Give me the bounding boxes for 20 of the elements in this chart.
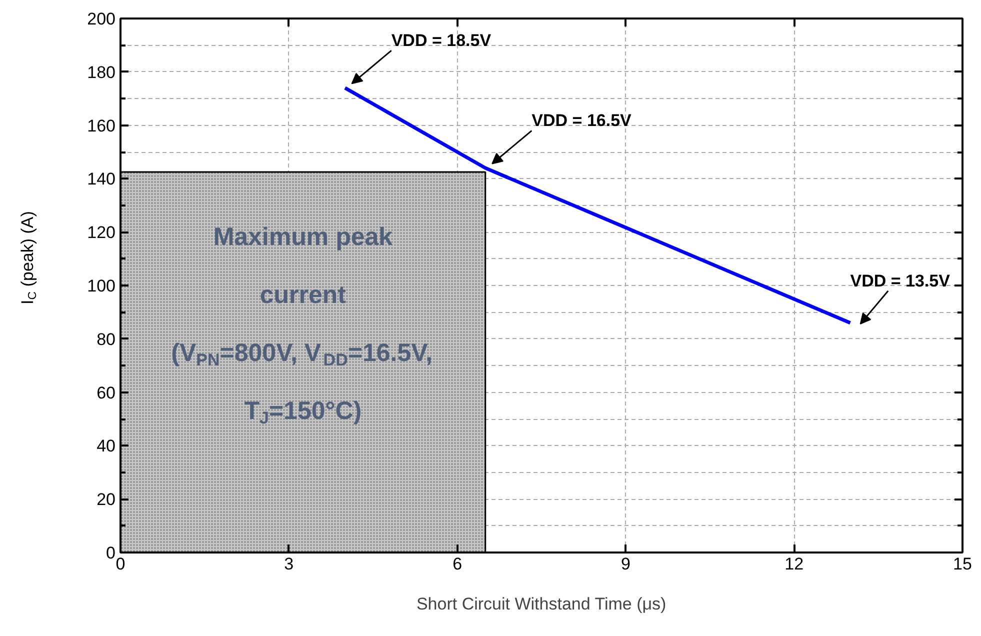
x-tick-label: 6 bbox=[452, 554, 462, 574]
y-tick-label: 160 bbox=[87, 116, 116, 136]
annotation: VDD = 13.5V bbox=[850, 271, 951, 290]
y-tick-label: 180 bbox=[87, 62, 116, 82]
x-tick-label: 3 bbox=[284, 554, 294, 574]
y-tick-label: 60 bbox=[96, 383, 116, 402]
y-axis-title: IC (peak) (A) bbox=[18, 211, 39, 304]
y-tick-label: 140 bbox=[87, 170, 116, 189]
annotation: VDD = 16.5V bbox=[532, 111, 632, 130]
y-tick-label: 100 bbox=[87, 276, 116, 296]
y-tick-label: 40 bbox=[96, 436, 116, 456]
annotation: VDD = 18.5V bbox=[391, 31, 492, 50]
x-tick-label: 15 bbox=[953, 554, 972, 574]
y-tick-label: 120 bbox=[87, 223, 116, 242]
y-tick-label: 80 bbox=[96, 330, 116, 349]
x-tick-label: 9 bbox=[620, 554, 630, 574]
x-tick-label: 12 bbox=[784, 554, 804, 574]
y-tick-label: 200 bbox=[87, 10, 116, 28]
y-tick-label: 20 bbox=[96, 490, 116, 510]
x-axis-title: Short Circuit Withstand Time (μs) bbox=[416, 594, 666, 614]
